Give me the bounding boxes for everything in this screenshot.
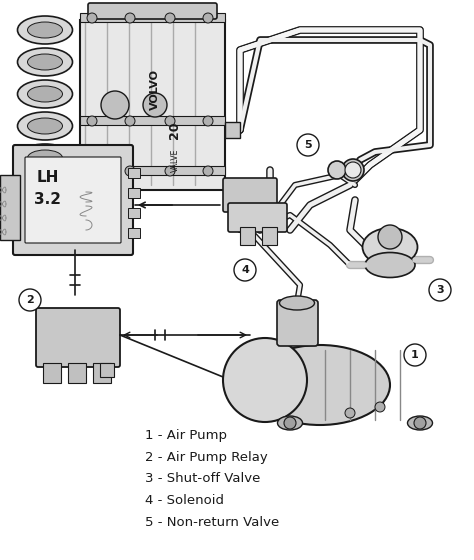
Text: VALVE: VALVE <box>171 148 180 172</box>
Circle shape <box>345 162 361 178</box>
Circle shape <box>345 408 355 418</box>
Circle shape <box>87 13 97 23</box>
Circle shape <box>101 91 129 119</box>
Circle shape <box>125 166 135 176</box>
Ellipse shape <box>18 144 73 172</box>
FancyBboxPatch shape <box>277 300 318 346</box>
FancyBboxPatch shape <box>36 308 120 367</box>
Ellipse shape <box>280 296 315 310</box>
Text: 2: 2 <box>26 295 34 305</box>
Circle shape <box>297 134 319 156</box>
Bar <box>128 188 140 198</box>
Text: 5 - Non-return Valve: 5 - Non-return Valve <box>145 516 279 530</box>
Text: 3: 3 <box>436 285 444 295</box>
Ellipse shape <box>363 228 418 266</box>
Text: 2 - Air Pump Relay: 2 - Air Pump Relay <box>145 450 268 464</box>
Circle shape <box>125 116 135 126</box>
Circle shape <box>165 166 175 176</box>
FancyBboxPatch shape <box>228 203 287 232</box>
Circle shape <box>404 344 426 366</box>
Text: 4: 4 <box>241 265 249 275</box>
Ellipse shape <box>18 80 73 108</box>
Bar <box>100 363 114 377</box>
Text: LH: LH <box>37 170 59 185</box>
Ellipse shape <box>18 112 73 140</box>
Ellipse shape <box>27 22 63 38</box>
Ellipse shape <box>27 150 63 166</box>
Text: 5: 5 <box>304 140 312 150</box>
Circle shape <box>284 417 296 429</box>
Text: 1 - Air Pump: 1 - Air Pump <box>145 428 227 441</box>
Bar <box>225 122 240 138</box>
Bar <box>262 227 277 245</box>
Bar <box>80 13 225 22</box>
Circle shape <box>87 166 97 176</box>
Circle shape <box>87 116 97 126</box>
Ellipse shape <box>342 159 364 181</box>
Circle shape <box>203 166 213 176</box>
Circle shape <box>378 225 402 249</box>
Ellipse shape <box>18 16 73 44</box>
Bar <box>128 168 140 178</box>
Bar <box>80 116 225 125</box>
FancyBboxPatch shape <box>88 3 217 19</box>
Bar <box>43 363 61 383</box>
FancyBboxPatch shape <box>13 145 133 255</box>
Bar <box>128 208 140 218</box>
Text: 3.2: 3.2 <box>35 193 62 208</box>
Bar <box>240 227 255 245</box>
Ellipse shape <box>328 161 346 179</box>
Ellipse shape <box>408 416 432 430</box>
Ellipse shape <box>277 416 302 430</box>
Circle shape <box>125 13 135 23</box>
Ellipse shape <box>27 54 63 70</box>
Circle shape <box>19 289 41 311</box>
Ellipse shape <box>27 118 63 134</box>
Circle shape <box>375 402 385 412</box>
Bar <box>128 228 140 238</box>
Circle shape <box>143 93 167 117</box>
Ellipse shape <box>27 86 63 102</box>
Bar <box>80 20 225 190</box>
Circle shape <box>414 417 426 429</box>
Bar <box>93 363 111 383</box>
Bar <box>68 363 86 383</box>
Ellipse shape <box>18 48 73 76</box>
FancyBboxPatch shape <box>223 178 277 212</box>
Circle shape <box>429 279 451 301</box>
Circle shape <box>234 259 256 281</box>
Circle shape <box>165 116 175 126</box>
Bar <box>80 166 225 175</box>
Text: VOLVO: VOLVO <box>150 69 160 110</box>
Circle shape <box>203 13 213 23</box>
Ellipse shape <box>365 253 415 278</box>
Ellipse shape <box>250 345 390 425</box>
Text: 20: 20 <box>168 122 182 139</box>
Circle shape <box>223 338 307 422</box>
Circle shape <box>165 13 175 23</box>
Text: 1: 1 <box>411 350 419 360</box>
Text: 3 - Shut-off Valve: 3 - Shut-off Valve <box>145 473 260 486</box>
Text: 4 - Solenoid: 4 - Solenoid <box>145 494 224 507</box>
Circle shape <box>203 116 213 126</box>
Bar <box>0 175 20 240</box>
FancyBboxPatch shape <box>25 157 121 243</box>
